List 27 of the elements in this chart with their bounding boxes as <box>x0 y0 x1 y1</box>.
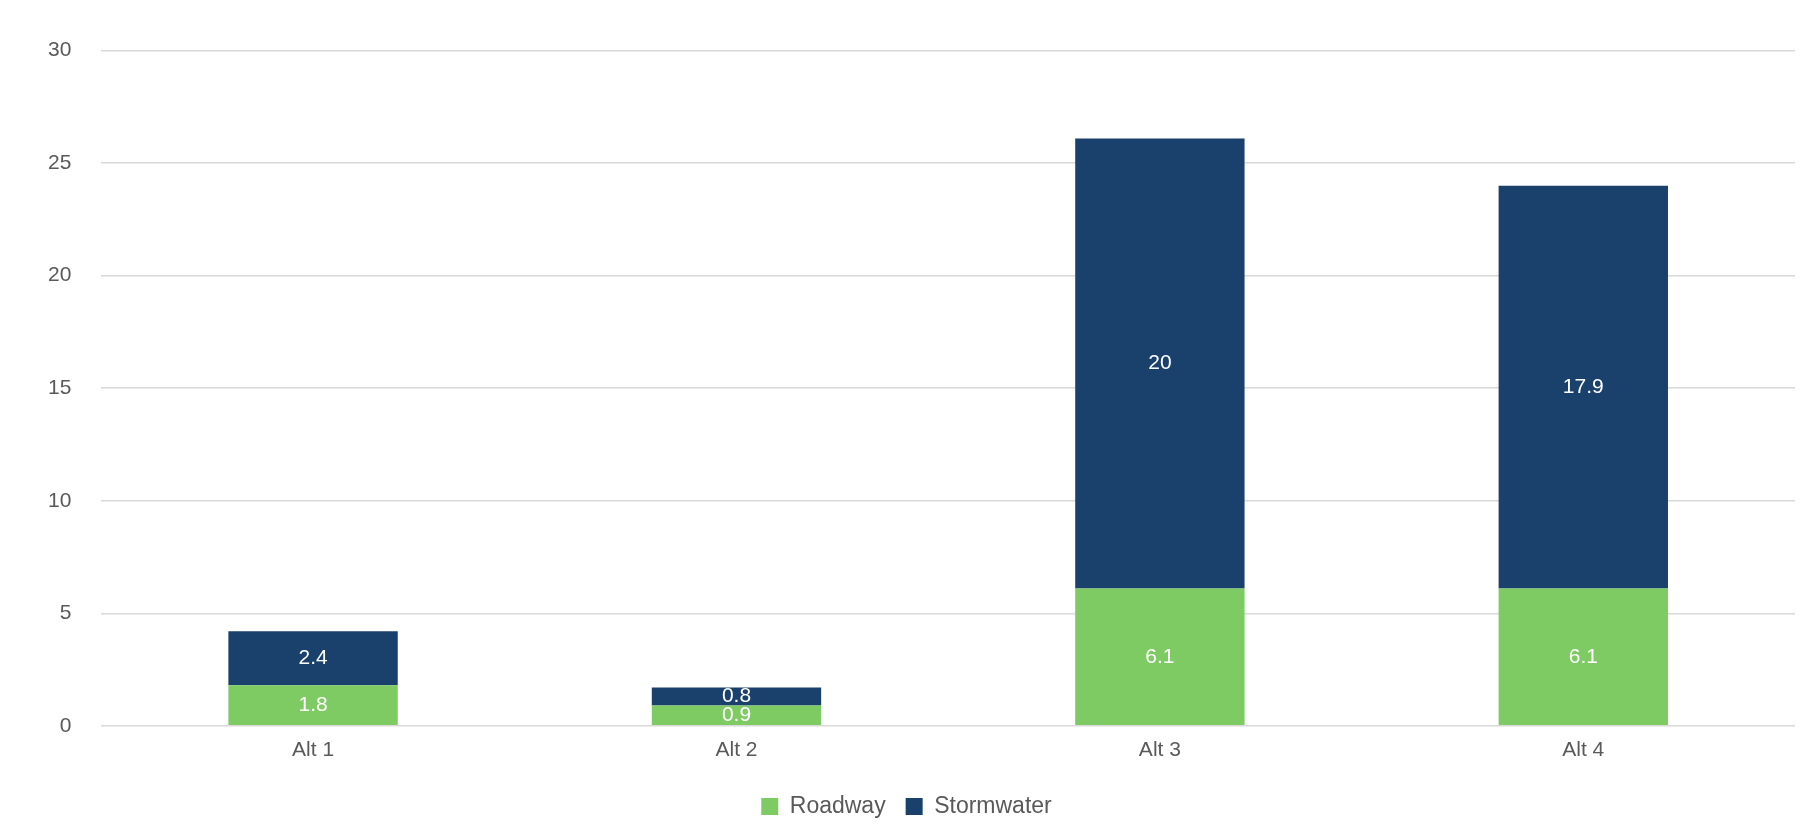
bar <box>228 685 398 726</box>
data-label: 6.1 <box>1568 643 1598 667</box>
x-tick-label: Alt 2 <box>715 737 758 761</box>
bar <box>1498 588 1668 726</box>
y-tick-label: 10 <box>48 487 72 511</box>
bar <box>1075 588 1245 726</box>
data-label: 17.9 <box>1562 373 1604 397</box>
x-tick-label: Alt 1 <box>292 737 335 761</box>
y-tick-label: 30 <box>48 37 72 61</box>
data-label: 2.4 <box>298 645 328 669</box>
bar <box>1075 138 1245 589</box>
bar <box>1498 185 1668 589</box>
data-label: 6.1 <box>1145 643 1175 667</box>
x-tick-label: Alt 3 <box>1138 737 1181 761</box>
x-tick-label: Alt 4 <box>1562 737 1605 761</box>
bar <box>228 631 398 686</box>
data-label: 20 <box>1148 350 1172 374</box>
y-tick-label: 15 <box>48 375 72 398</box>
y-tick-label: 25 <box>48 149 72 173</box>
bar <box>651 705 822 726</box>
legend-label: Stormwater <box>934 791 1053 818</box>
y-tick-label: 0 <box>59 712 72 736</box>
y-tick-label: 20 <box>48 262 72 286</box>
legend-label: Roadway <box>789 791 887 818</box>
bar <box>651 687 822 706</box>
data-label: 1.8 <box>298 691 328 715</box>
y-tick-label: 5 <box>59 600 72 624</box>
